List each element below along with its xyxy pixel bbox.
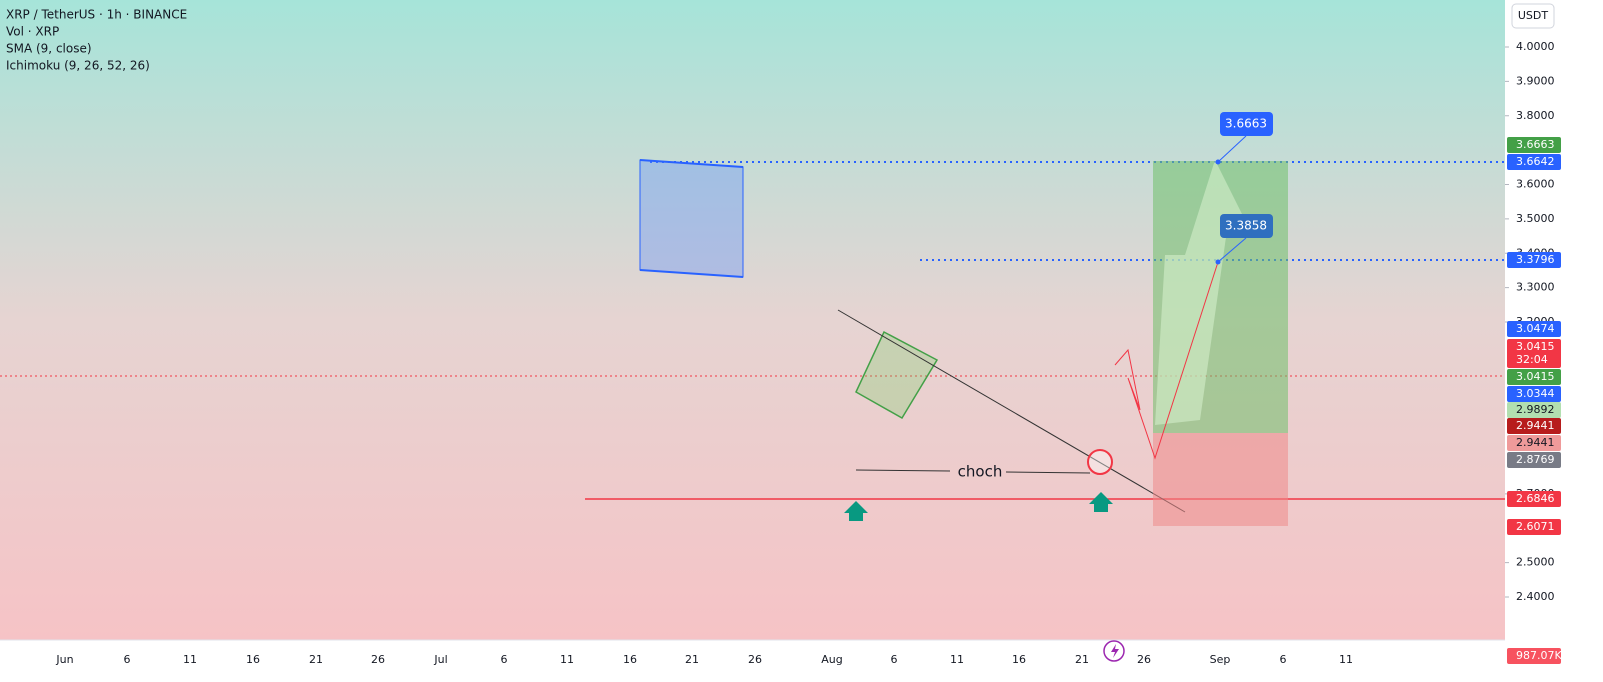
price-tick-label: 4.0000 <box>1516 40 1555 53</box>
price-tick-label: 3.5000 <box>1516 212 1555 225</box>
time-label: 11 <box>560 653 574 666</box>
up-arrow <box>1089 492 1113 512</box>
flag-edge <box>639 159 744 168</box>
callout-dot <box>1215 259 1221 265</box>
time-label: Sep <box>1210 653 1231 666</box>
time-label: 6 <box>1280 653 1287 666</box>
price-tag-label: 2.6071 <box>1516 520 1555 533</box>
price-tag <box>1507 435 1561 451</box>
price-tag-label: 987.07K <box>1516 649 1562 662</box>
price-tag-label: 3.3796 <box>1516 253 1555 266</box>
time-label: Jun <box>55 653 73 666</box>
time-label: 11 <box>950 653 964 666</box>
currency-button[interactable] <box>1511 3 1555 29</box>
time-label: 6 <box>124 653 131 666</box>
currency-label: USDT <box>1518 9 1549 22</box>
time-label: 6 <box>891 653 898 666</box>
callout-leader <box>1217 237 1247 263</box>
price-tag <box>1507 386 1561 402</box>
time-label: 11 <box>1339 653 1353 666</box>
channel-box <box>855 330 939 420</box>
price-tag <box>1507 137 1561 153</box>
price-tag <box>1507 452 1561 468</box>
stop-zone <box>1153 433 1288 526</box>
indicator-label: SMA (9, close) <box>6 42 92 56</box>
indicator-label: Vol · XRP <box>6 25 59 39</box>
price-tag-label: 3.0415 <box>1516 340 1555 353</box>
time-label: 16 <box>246 653 260 666</box>
time-label: 21 <box>685 653 699 666</box>
price-tag-label: 3.6663 <box>1516 138 1555 151</box>
price-tag-label: 2.9441 <box>1516 436 1555 449</box>
price-tag-label: 2.9441 <box>1516 419 1555 432</box>
time-label: 16 <box>1012 653 1026 666</box>
trend-line <box>837 309 1186 513</box>
price-tag <box>1507 339 1561 355</box>
callout-dot <box>1215 159 1221 165</box>
time-label: 26 <box>1137 653 1151 666</box>
price-tag-label: 3.0474 <box>1516 322 1555 335</box>
price-tag <box>1507 369 1561 385</box>
choch-line <box>855 469 951 472</box>
price-tick-label: 3.3000 <box>1516 281 1555 294</box>
price-tag <box>1507 402 1561 418</box>
price-tag <box>1507 252 1561 268</box>
projection-path <box>1114 261 1219 460</box>
alert-bolt <box>1111 644 1119 658</box>
price-tick-label: 2.4000 <box>1516 590 1555 603</box>
price-tag-label: 3.0344 <box>1516 387 1555 400</box>
price-tag <box>1507 321 1561 337</box>
time-axis-bg <box>0 640 1505 678</box>
flag-edge <box>639 269 744 278</box>
price-tick-label: 2.5000 <box>1516 556 1555 569</box>
price-tag-label: 3.0415 <box>1516 370 1555 383</box>
time-label: Aug <box>821 653 842 666</box>
price-tag-label: 2.9892 <box>1516 403 1555 416</box>
callout-box <box>1220 214 1273 238</box>
price-tick-label: 3.8000 <box>1516 109 1555 122</box>
time-label: 6 <box>501 653 508 666</box>
price-tag <box>1507 491 1561 507</box>
callout-text: 3.3858 <box>1225 219 1267 233</box>
price-tag-label: 2.8769 <box>1516 453 1555 466</box>
price-tick-label: 3.6000 <box>1516 178 1555 191</box>
flag-box <box>639 159 744 278</box>
time-label: 11 <box>183 653 197 666</box>
time-label: 21 <box>1075 653 1089 666</box>
time-label: 26 <box>371 653 385 666</box>
time-label: 26 <box>748 653 762 666</box>
up-arrow <box>844 501 868 521</box>
price-tag <box>1507 519 1561 535</box>
choch-line <box>1005 471 1091 474</box>
price-tag-label: 3.6642 <box>1516 155 1555 168</box>
price-tag <box>1507 418 1561 434</box>
time-label: 21 <box>309 653 323 666</box>
price-tag-label: 32:04 <box>1516 353 1548 366</box>
callout-box <box>1220 112 1273 136</box>
symbol-title: XRP / TetherUS · 1h · BINANCE <box>6 8 187 22</box>
time-label: Jul <box>433 653 447 666</box>
indicator-label: Ichimoku (9, 26, 52, 26) <box>6 59 150 73</box>
price-tick-label: 3.9000 <box>1516 74 1555 87</box>
price-tag <box>1507 154 1561 170</box>
callout-leader <box>1217 135 1247 163</box>
highlight-circle <box>1087 449 1113 475</box>
callout-text: 3.6663 <box>1225 117 1267 131</box>
time-label: 16 <box>623 653 637 666</box>
price-tag <box>1507 648 1561 664</box>
price-tag <box>1507 352 1561 368</box>
price-tag-label: 2.6846 <box>1516 492 1555 505</box>
choch-label: choch <box>958 463 1003 481</box>
